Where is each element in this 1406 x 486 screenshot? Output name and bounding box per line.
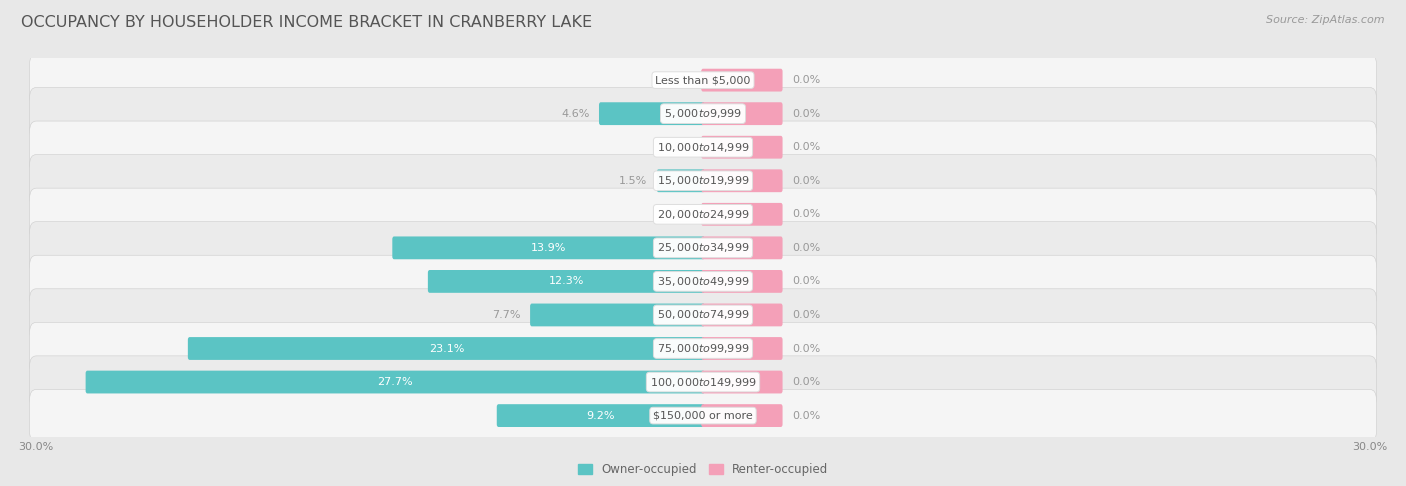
Text: 12.3%: 12.3%	[548, 277, 583, 286]
FancyBboxPatch shape	[702, 371, 783, 394]
Text: 0.0%: 0.0%	[664, 209, 692, 219]
Text: 23.1%: 23.1%	[429, 344, 464, 353]
Text: $20,000 to $24,999: $20,000 to $24,999	[657, 208, 749, 221]
Text: 0.0%: 0.0%	[792, 344, 820, 353]
FancyBboxPatch shape	[30, 356, 1376, 408]
Text: $35,000 to $49,999: $35,000 to $49,999	[657, 275, 749, 288]
Text: 27.7%: 27.7%	[377, 377, 413, 387]
FancyBboxPatch shape	[30, 87, 1376, 140]
Text: Source: ZipAtlas.com: Source: ZipAtlas.com	[1267, 15, 1385, 25]
Text: $10,000 to $14,999: $10,000 to $14,999	[657, 141, 749, 154]
FancyBboxPatch shape	[30, 389, 1376, 442]
FancyBboxPatch shape	[702, 270, 783, 293]
Text: OCCUPANCY BY HOUSEHOLDER INCOME BRACKET IN CRANBERRY LAKE: OCCUPANCY BY HOUSEHOLDER INCOME BRACKET …	[21, 15, 592, 30]
Text: 0.0%: 0.0%	[792, 277, 820, 286]
Text: 0.0%: 0.0%	[664, 75, 692, 85]
Text: 7.7%: 7.7%	[492, 310, 520, 320]
FancyBboxPatch shape	[657, 169, 704, 192]
FancyBboxPatch shape	[530, 304, 704, 327]
FancyBboxPatch shape	[702, 136, 783, 158]
FancyBboxPatch shape	[702, 404, 783, 427]
FancyBboxPatch shape	[702, 237, 783, 259]
Text: 0.0%: 0.0%	[792, 243, 820, 253]
Text: $100,000 to $149,999: $100,000 to $149,999	[650, 376, 756, 388]
FancyBboxPatch shape	[702, 69, 783, 91]
FancyBboxPatch shape	[496, 404, 704, 427]
FancyBboxPatch shape	[599, 102, 704, 125]
Text: 0.0%: 0.0%	[664, 142, 692, 152]
Text: 13.9%: 13.9%	[531, 243, 567, 253]
Text: 0.0%: 0.0%	[792, 75, 820, 85]
Text: 0.0%: 0.0%	[792, 176, 820, 186]
FancyBboxPatch shape	[30, 255, 1376, 308]
Text: 0.0%: 0.0%	[792, 209, 820, 219]
Text: 0.0%: 0.0%	[792, 411, 820, 420]
Text: 0.0%: 0.0%	[792, 310, 820, 320]
Text: 0.0%: 0.0%	[792, 109, 820, 119]
Text: $5,000 to $9,999: $5,000 to $9,999	[664, 107, 742, 120]
Text: 9.2%: 9.2%	[586, 411, 614, 420]
FancyBboxPatch shape	[702, 203, 783, 226]
Text: Less than $5,000: Less than $5,000	[655, 75, 751, 85]
Text: 0.0%: 0.0%	[792, 377, 820, 387]
FancyBboxPatch shape	[702, 304, 783, 327]
FancyBboxPatch shape	[30, 222, 1376, 274]
FancyBboxPatch shape	[30, 322, 1376, 375]
FancyBboxPatch shape	[702, 337, 783, 360]
FancyBboxPatch shape	[702, 102, 783, 125]
Text: 0.0%: 0.0%	[792, 142, 820, 152]
Text: 4.6%: 4.6%	[561, 109, 589, 119]
Legend: Owner-occupied, Renter-occupied: Owner-occupied, Renter-occupied	[572, 458, 834, 481]
FancyBboxPatch shape	[86, 371, 704, 394]
FancyBboxPatch shape	[188, 337, 704, 360]
Text: $25,000 to $34,999: $25,000 to $34,999	[657, 242, 749, 254]
Text: $75,000 to $99,999: $75,000 to $99,999	[657, 342, 749, 355]
Text: 1.5%: 1.5%	[619, 176, 647, 186]
FancyBboxPatch shape	[30, 188, 1376, 241]
FancyBboxPatch shape	[30, 54, 1376, 106]
FancyBboxPatch shape	[30, 289, 1376, 341]
FancyBboxPatch shape	[702, 169, 783, 192]
FancyBboxPatch shape	[30, 121, 1376, 174]
Text: $15,000 to $19,999: $15,000 to $19,999	[657, 174, 749, 187]
Text: $50,000 to $74,999: $50,000 to $74,999	[657, 309, 749, 321]
FancyBboxPatch shape	[30, 155, 1376, 207]
FancyBboxPatch shape	[392, 237, 704, 259]
Text: $150,000 or more: $150,000 or more	[654, 411, 752, 420]
FancyBboxPatch shape	[427, 270, 704, 293]
